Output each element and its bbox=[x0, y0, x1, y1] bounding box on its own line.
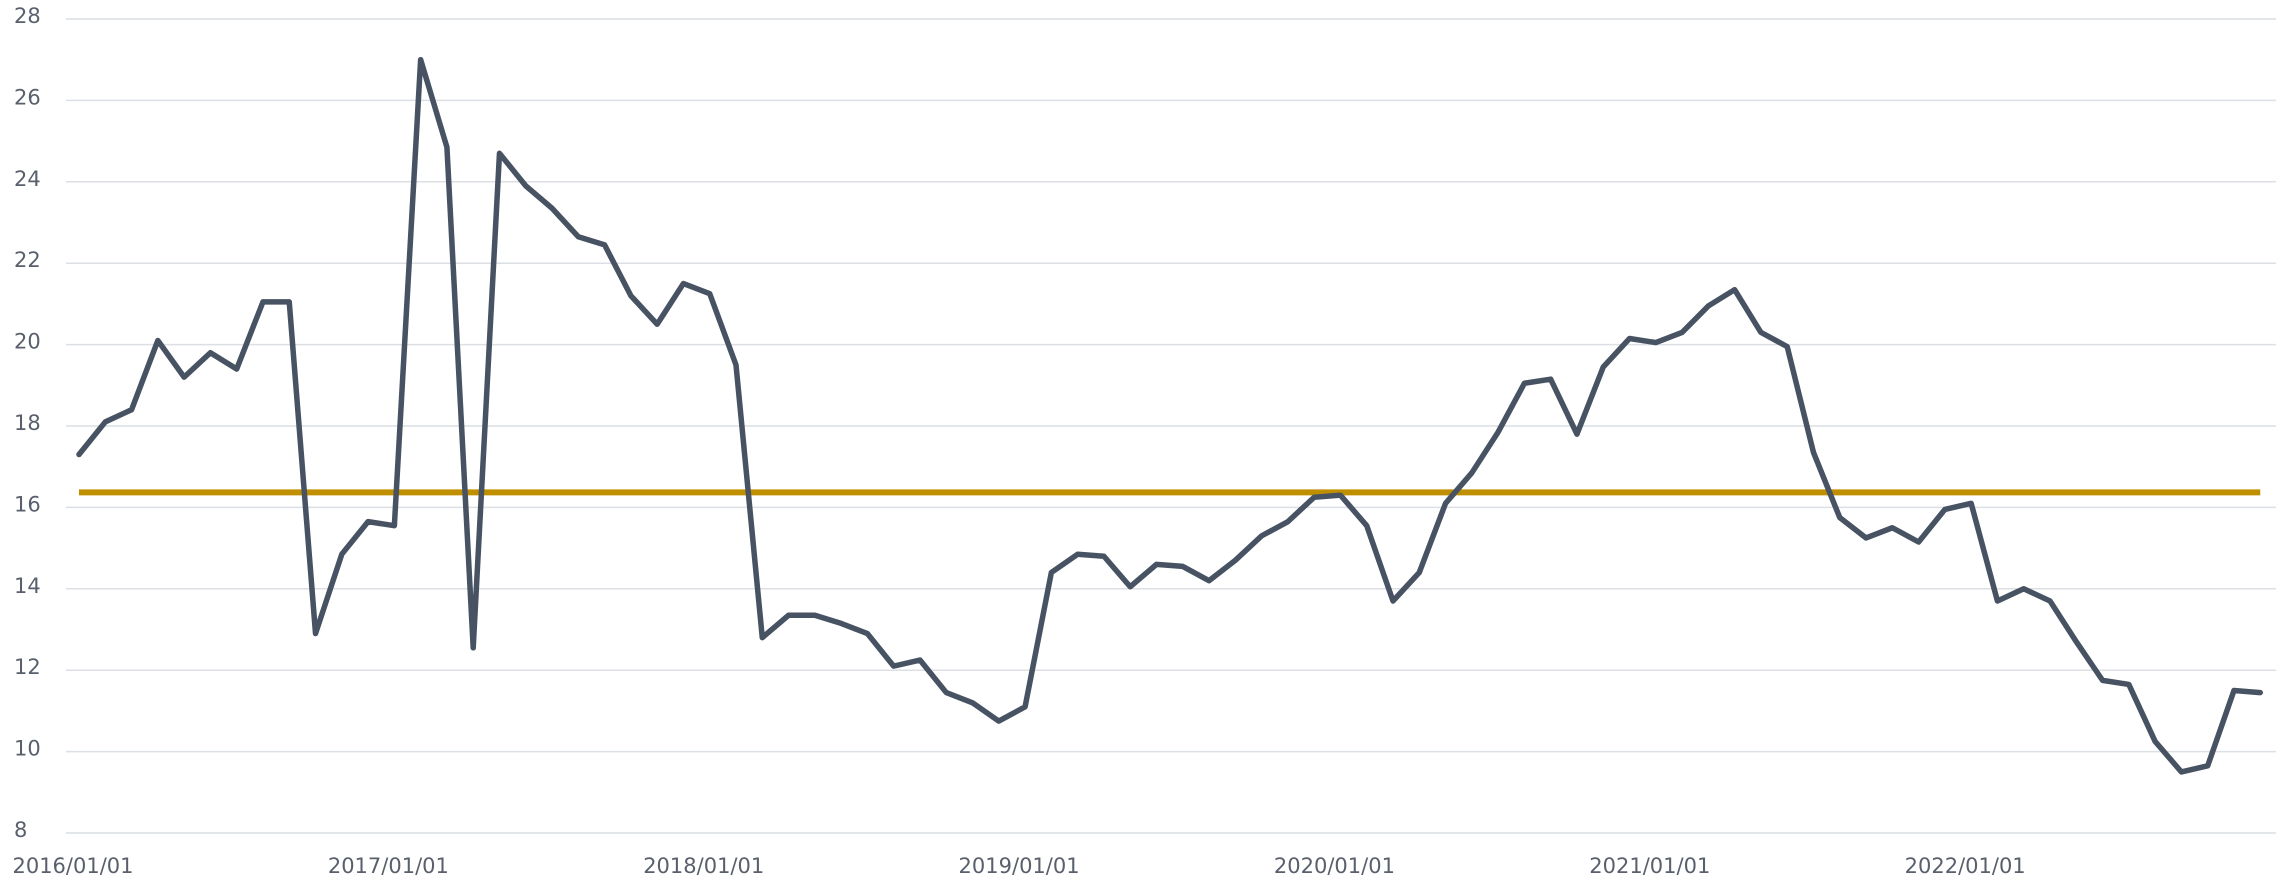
y-tick-label: 8 bbox=[14, 818, 27, 842]
x-tick-label: 2021/01/01 bbox=[1589, 854, 1710, 878]
x-tick-label: 2022/01/01 bbox=[1905, 854, 2026, 878]
data-line bbox=[76, 56, 2263, 775]
x-tick-label: 2017/01/01 bbox=[328, 854, 449, 878]
x-tick-label: 2016/01/01 bbox=[12, 854, 133, 878]
y-tick-label: 10 bbox=[14, 737, 41, 761]
x-tick-label: 2018/01/01 bbox=[643, 854, 764, 878]
x-tick-label: 2020/01/01 bbox=[1274, 854, 1395, 878]
x-tick-label: 2019/01/01 bbox=[959, 854, 1080, 878]
y-tick-label: 28 bbox=[14, 4, 41, 28]
y-tick-label: 24 bbox=[14, 167, 41, 191]
y-tick-label: 16 bbox=[14, 492, 41, 516]
y-tick-label: 22 bbox=[14, 248, 41, 272]
y-tick-label: 14 bbox=[14, 574, 41, 598]
y-tick-label: 20 bbox=[14, 330, 41, 354]
y-tick-label: 18 bbox=[14, 411, 41, 435]
y-tick-label: 26 bbox=[14, 85, 41, 109]
y-tick-label: 12 bbox=[14, 655, 41, 679]
